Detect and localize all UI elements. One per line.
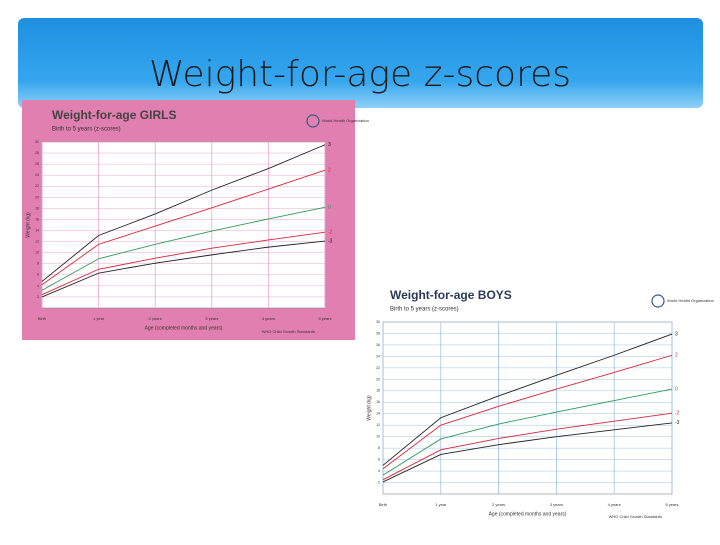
y-tick-label: 24: [35, 173, 39, 177]
plot-area: [41, 141, 326, 309]
y-tick-label: 8: [37, 262, 39, 266]
x-tick-label: Birth: [379, 502, 387, 507]
y-tick-label: 16: [376, 400, 380, 404]
y-tick-label: 14: [35, 228, 39, 232]
x-tick-label: 4 years: [608, 502, 621, 507]
series-label: 2: [328, 168, 331, 174]
source: WHO Child Growth Standards: [609, 514, 662, 519]
x-tick-label: 3 years: [205, 316, 218, 321]
y-tick-label: 26: [35, 162, 39, 166]
x-tick-label: 2 years: [492, 502, 505, 507]
series-label: -2: [328, 230, 333, 236]
y-axis-label: Weight (kg): [366, 395, 372, 421]
who-logo: [651, 294, 665, 308]
y-tick-label: 2: [378, 480, 380, 484]
series-label: 0: [675, 386, 678, 392]
z-score-line: [41, 144, 326, 282]
chart-title: Weight-for-age BOYS: [390, 288, 512, 302]
x-tick-label: 3 years: [550, 502, 563, 507]
y-tick-label: 18: [376, 389, 380, 393]
y-tick-label: 12: [376, 423, 380, 427]
x-tick-label: 2 years: [149, 316, 162, 321]
series-label: 3: [328, 142, 331, 148]
y-tick-label: 22: [376, 366, 380, 370]
chart-subtitle: Birth to 5 years (z-scores): [52, 127, 121, 133]
organization: World Health Organization: [322, 118, 369, 123]
x-tick-label: 1 year: [93, 316, 105, 321]
source: WHO Child Growth Standards: [262, 329, 315, 334]
y-tick-label: 30: [35, 140, 39, 144]
y-tick-label: 28: [35, 151, 39, 155]
y-tick-label: 10: [35, 251, 39, 255]
chart-image: Weight-for-age GIRLS Birth to 5 years (z-…: [22, 100, 369, 340]
plot-area: [382, 321, 673, 495]
z-score-line: [41, 206, 326, 291]
y-tick-label: 28: [376, 331, 380, 335]
y-tick-label: 30: [376, 320, 380, 324]
y-tick-label: 6: [378, 458, 380, 462]
x-axis-label: Age (completed months and years): [145, 325, 223, 331]
y-tick-label: 16: [35, 217, 39, 221]
header-band: [18, 18, 703, 108]
x-tick-label: 5 years: [318, 316, 331, 321]
x-tick-label: Birth: [38, 316, 46, 321]
z-score-line: [382, 354, 673, 470]
y-tick-label: 20: [35, 195, 39, 199]
y-tick-label: 4: [378, 469, 380, 473]
y-tick-label: 12: [35, 240, 39, 244]
y-tick-label: 6: [37, 273, 39, 277]
chart-image: Weight-for-age BOYS Birth to 5 years (z-s…: [360, 280, 714, 525]
y-tick-label: 4: [37, 284, 39, 288]
z-score-line: [41, 231, 326, 296]
y-tick-label: 24: [376, 354, 380, 358]
z-score-line: [382, 412, 673, 481]
series-label: -3: [675, 420, 680, 426]
x-axis-label: Age (completed months and years): [489, 511, 567, 517]
y-tick-label: 26: [376, 343, 380, 347]
z-score-line: [41, 169, 326, 286]
series-label: 0: [328, 205, 331, 211]
chart-subtitle: Birth to 5 years (z-scores): [390, 307, 459, 313]
y-tick-label: 8: [378, 446, 380, 450]
y-tick-label: 20: [376, 377, 380, 381]
z-score-line: [41, 240, 326, 298]
series-label: -3: [328, 238, 333, 244]
series-label: -2: [675, 410, 680, 416]
z-score-line: [382, 333, 673, 466]
chart-title: Weight-for-age GIRLS: [52, 108, 176, 122]
y-tick-label: 22: [35, 184, 39, 188]
y-tick-label: 18: [35, 206, 39, 210]
z-score-line: [382, 422, 673, 483]
x-tick-label: 1 year: [435, 502, 447, 507]
y-tick-label: 10: [376, 435, 380, 439]
who-logo: [306, 114, 320, 128]
organization: World Health Organization: [667, 298, 714, 303]
slide-title: Weight-for-age z-scores: [149, 54, 571, 95]
y-axis-label: Weight (kg): [25, 212, 31, 238]
y-tick-label: 2: [37, 295, 39, 299]
z-score-line: [382, 388, 673, 476]
x-tick-label: 4 years: [262, 316, 275, 321]
series-label: 3: [675, 331, 678, 337]
x-tick-label: 5 years: [665, 502, 678, 507]
series-label: 2: [675, 353, 678, 359]
y-tick-label: 14: [376, 412, 380, 416]
